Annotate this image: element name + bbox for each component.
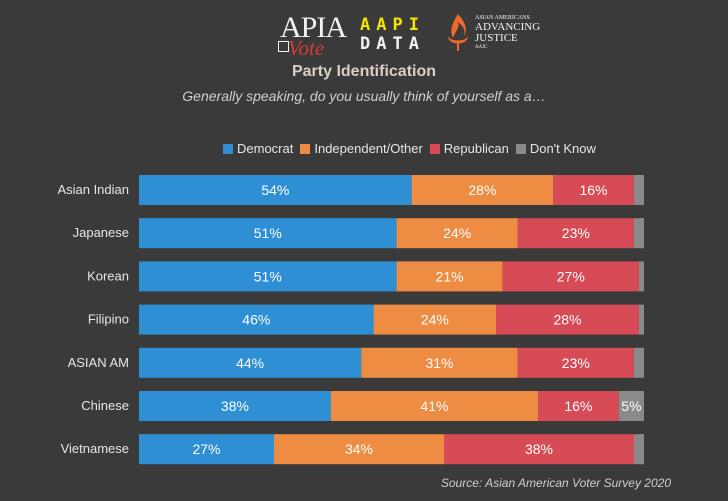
vote-logo-text: Vote	[288, 36, 325, 60]
category-label: Japanese	[73, 225, 129, 240]
category-label: ASIAN AM	[68, 355, 129, 370]
data-label: 16%	[564, 398, 592, 414]
bar-segment	[274, 434, 444, 465]
bar-segment	[634, 434, 644, 465]
bar-segment	[633, 175, 644, 205]
aapi-logo-line1: AAPI	[360, 15, 425, 35]
data-label: 23%	[562, 225, 590, 241]
bar-segment	[396, 261, 503, 292]
bar-segment	[396, 218, 518, 249]
bar-segment	[411, 175, 554, 205]
aapi-logo-line2: DATA	[360, 34, 425, 54]
bar-segment	[618, 391, 644, 421]
bar-segment	[517, 347, 634, 378]
bar-segment	[537, 391, 619, 421]
data-label: 24%	[443, 225, 471, 241]
bar-segment	[139, 304, 374, 335]
data-label: 21%	[436, 268, 464, 284]
chart-legend: Democrat Independent/Other Republican Don't…	[223, 141, 603, 156]
bar-segment	[553, 175, 634, 205]
bar-segment	[638, 261, 644, 292]
aaj-logo-line3: JUSTICE	[475, 32, 518, 44]
bar-segment	[496, 304, 639, 335]
bar-segment	[139, 434, 274, 465]
apia-logo-text: APIA	[280, 11, 347, 44]
data-label: 44%	[236, 355, 264, 371]
aaj-logo-line4: AAJC	[475, 45, 488, 50]
data-label: 41%	[420, 398, 448, 414]
data-label: 38%	[221, 398, 249, 414]
data-label: 27%	[557, 268, 585, 284]
category-label: Filipino	[88, 312, 129, 327]
legend-swatch	[223, 143, 233, 154]
bar-segment	[139, 347, 362, 378]
legend-swatch	[515, 143, 526, 154]
aapi-data-logo: AAPI DATA	[360, 16, 425, 54]
chart-subtitle: Generally speaking, do you usually think…	[182, 88, 546, 104]
category-label: Vietnamese	[61, 441, 129, 456]
data-label: 5%	[621, 398, 641, 414]
aaj-logo-line1: ASIAN AMERICANS	[475, 15, 530, 21]
category-label: Korean	[87, 268, 129, 283]
legend-label: Don't Know	[529, 141, 596, 156]
legend-item-independent-other: Independent/Other	[300, 141, 423, 156]
category-label: Chinese	[81, 398, 129, 413]
legend-item-republican: Republican	[429, 141, 509, 156]
data-label: 27%	[192, 441, 220, 457]
data-label: 34%	[345, 441, 373, 457]
category-label: Asian Indian	[57, 182, 129, 197]
bar-segment	[139, 218, 397, 249]
bar-segment	[373, 304, 497, 335]
data-label: 38%	[525, 441, 553, 457]
logos: APIA Vote AAPI DATA ASIAN AMERICANS ADVA…	[0, 11, 728, 60]
legend-label: Republican	[443, 141, 509, 156]
data-label: 23%	[562, 355, 590, 371]
bar-segment	[361, 347, 518, 378]
source-note: Source: Asian American Voter Survey 2020	[440, 476, 671, 490]
data-label: 51%	[254, 268, 282, 284]
bar-segment	[444, 434, 634, 465]
bar-segment	[139, 261, 397, 292]
legend-swatch	[429, 143, 440, 154]
legend-item-don-t-know: Don't Know	[515, 141, 596, 156]
data-label: 16%	[579, 182, 607, 198]
bar-segment	[638, 304, 644, 335]
apia-vote-logo: APIA Vote	[278, 11, 347, 60]
legend-label: Independent/Other	[314, 141, 423, 156]
bar-segment	[517, 218, 634, 249]
bar-segment	[330, 391, 538, 421]
legend-label: Democrat	[237, 141, 294, 156]
bar-segment	[139, 391, 331, 421]
data-label: 51%	[254, 225, 282, 241]
bar-segment	[502, 261, 639, 292]
flame-icon	[448, 14, 468, 51]
data-label: 24%	[421, 312, 449, 328]
bar-segment	[633, 347, 644, 378]
chart-title: Party Identification	[291, 63, 437, 80]
aaj-logo-line2: ADVANCING	[475, 21, 541, 33]
legend-item-democrat: Democrat	[223, 141, 293, 156]
legend-swatch	[300, 143, 311, 154]
data-label: 31%	[425, 355, 453, 371]
data-label: 28%	[468, 182, 496, 198]
bar-segment	[139, 175, 412, 205]
bar-segment	[633, 218, 644, 249]
data-label: 46%	[242, 312, 270, 328]
checkbox-icon	[278, 41, 289, 52]
data-label: 54%	[261, 182, 289, 198]
aaj-logo: ASIAN AMERICANS ADVANCING JUSTICE AAJC	[443, 12, 540, 57]
data-label: 28%	[553, 312, 581, 328]
